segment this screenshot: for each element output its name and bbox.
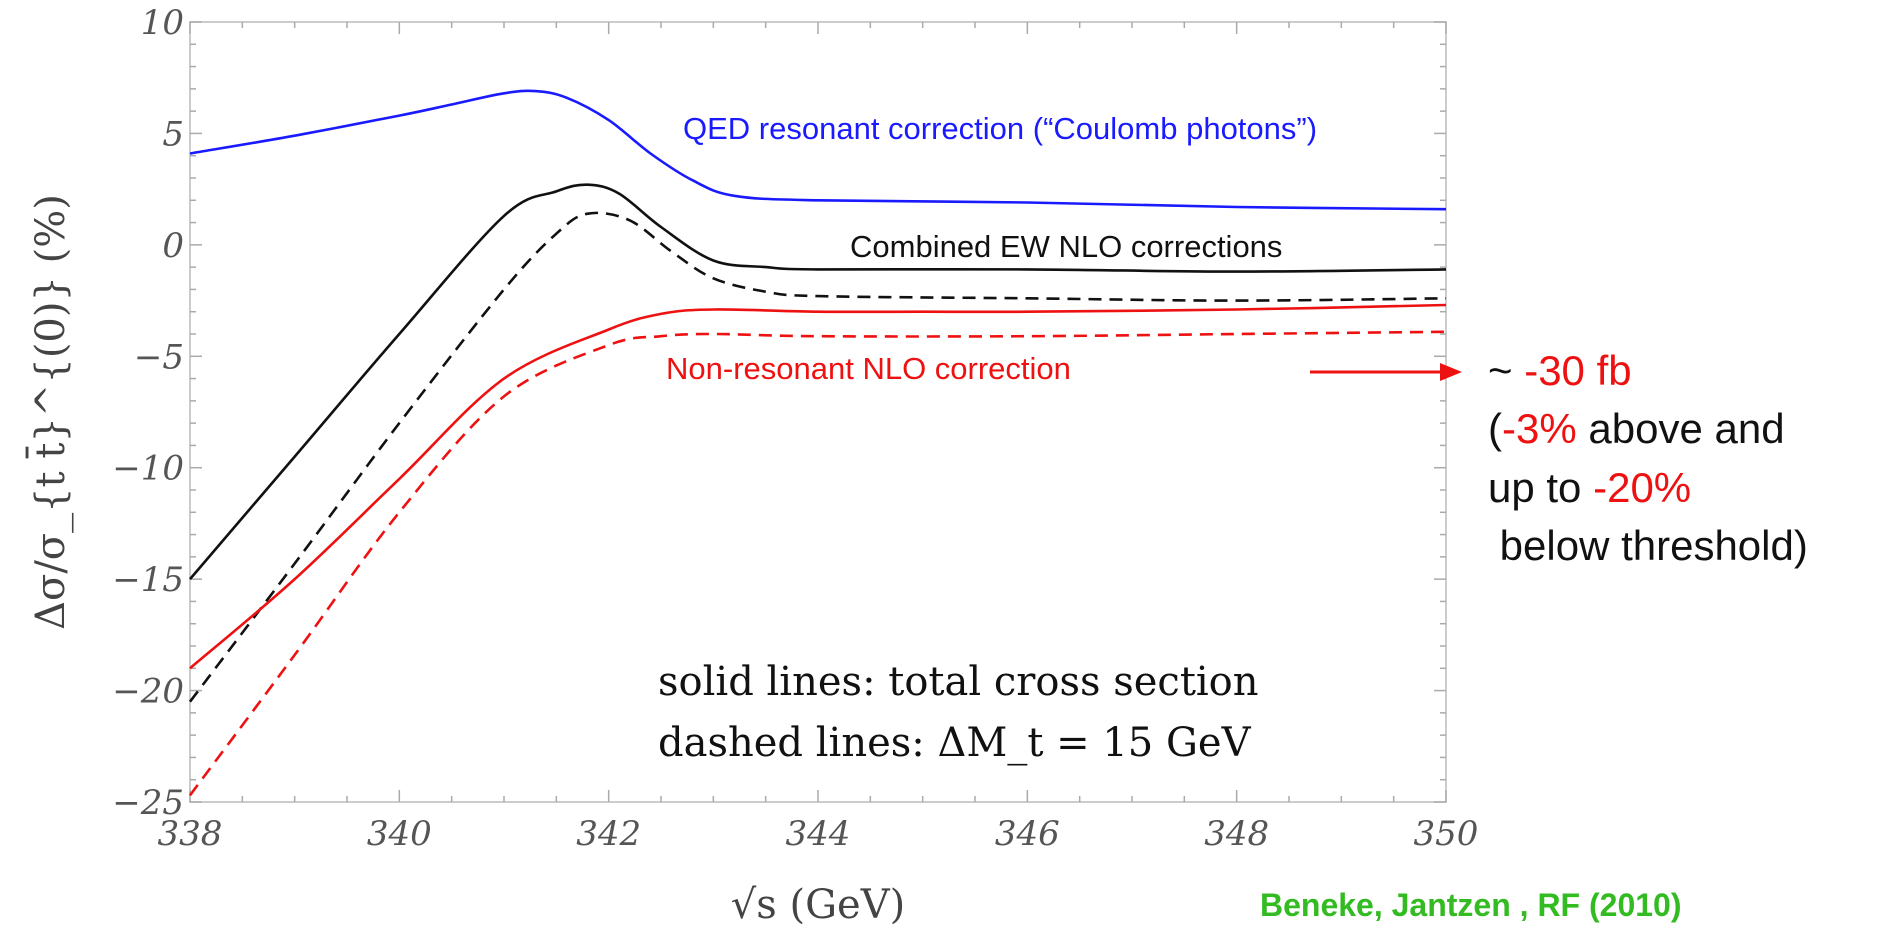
x-tick-label: 342	[576, 814, 641, 854]
series-line-0	[189, 89, 1447, 211]
y-tick-label: 10	[141, 3, 184, 43]
x-tick-label: 348	[1204, 814, 1269, 854]
note-line-2: dashed lines: ΔM_t = 15 GeV	[658, 720, 1252, 766]
x-tick-label: 338	[158, 814, 223, 854]
side-note-line-4: below threshold)	[1488, 522, 1808, 569]
x-tick-label: 344	[786, 814, 851, 854]
axis-ticks	[189, 21, 1447, 803]
series-line-3	[189, 303, 1447, 670]
y-tick-label: −20	[112, 672, 184, 712]
credit: Beneke, Jantzen , RF (2010)	[1260, 887, 1682, 923]
x-tick-label: 350	[1414, 814, 1479, 854]
side-note-line-2: (-3% above and	[1488, 408, 1785, 450]
side-note-line-1: ~ -30 fb	[1488, 350, 1632, 392]
series-label-qed: QED resonant correction (“Coulomb photon…	[683, 111, 1317, 146]
side-note-value-3: -20%	[1593, 464, 1692, 511]
series-line-2	[188, 211, 1447, 703]
side-note-value-2: -3%	[1502, 405, 1577, 452]
series-lines	[188, 89, 1447, 797]
series-line-4	[188, 330, 1447, 797]
side-note-value-1: -30 fb	[1524, 347, 1632, 394]
side-note-rest-2: above and	[1576, 405, 1785, 452]
series-line-1	[189, 183, 1447, 580]
y-tick-label: −15	[112, 560, 184, 600]
side-note-prefix-3: up to	[1488, 464, 1594, 511]
x-tick-labels: 338 340 342 344 346 348 350	[158, 814, 1479, 854]
side-note-line-3: up to -20%	[1488, 467, 1691, 509]
side-note-open: (	[1488, 405, 1502, 452]
note-line-1: solid lines: total cross section	[658, 659, 1259, 705]
series-label-nonresonant: Non-resonant NLO correction	[666, 351, 1071, 386]
arrow-head	[1440, 363, 1462, 381]
series-label-combined: Combined EW NLO corrections	[850, 229, 1282, 264]
x-axis-title: √s (GeV)	[731, 882, 905, 928]
side-note-prefix-1: ~	[1488, 347, 1525, 394]
y-tick-label: −25	[112, 783, 184, 823]
x-tick-label: 340	[367, 814, 432, 854]
y-tick-label: 5	[162, 114, 184, 154]
y-axis-title: Δσ/σ_{t t̄}^{(0)} (%)	[25, 194, 74, 630]
y-tick-label: −10	[112, 449, 184, 489]
y-tick-label: −5	[134, 337, 184, 377]
y-tick-labels: 10 5 0 −5 −10 −15 −20 −25	[112, 3, 184, 823]
y-tick-label: 0	[162, 226, 184, 266]
x-tick-label: 346	[995, 814, 1060, 854]
